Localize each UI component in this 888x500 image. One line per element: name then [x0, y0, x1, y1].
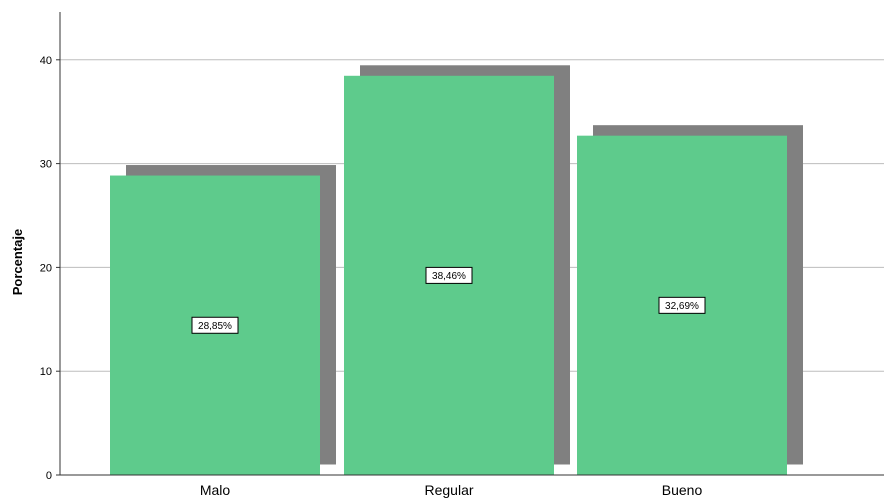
y-tick-label: 40	[40, 55, 52, 67]
data-label: 32,69%	[665, 301, 699, 312]
data-label: 38,46%	[432, 271, 466, 282]
x-category-label: Malo	[200, 482, 231, 498]
y-tick-label: 20	[40, 262, 52, 274]
x-category-label: Bueno	[662, 482, 703, 498]
y-tick-label: 0	[46, 470, 52, 482]
x-labels: Malo Regular Bueno	[200, 482, 703, 498]
y-axis-label: Porcentaje	[10, 229, 25, 295]
x-category-label: Regular	[424, 482, 473, 498]
data-label-box	[425, 266, 473, 284]
data-label-box	[658, 296, 706, 314]
y-ticks: 0 10 20 30 40	[40, 55, 60, 482]
y-tick-label: 30	[40, 159, 52, 171]
data-label: 28,85%	[198, 321, 232, 332]
bars: 28,85% 38,46% 32,69%	[110, 65, 803, 476]
data-label-box	[191, 316, 239, 334]
axes	[59, 12, 884, 476]
y-tick-label: 10	[40, 366, 52, 378]
